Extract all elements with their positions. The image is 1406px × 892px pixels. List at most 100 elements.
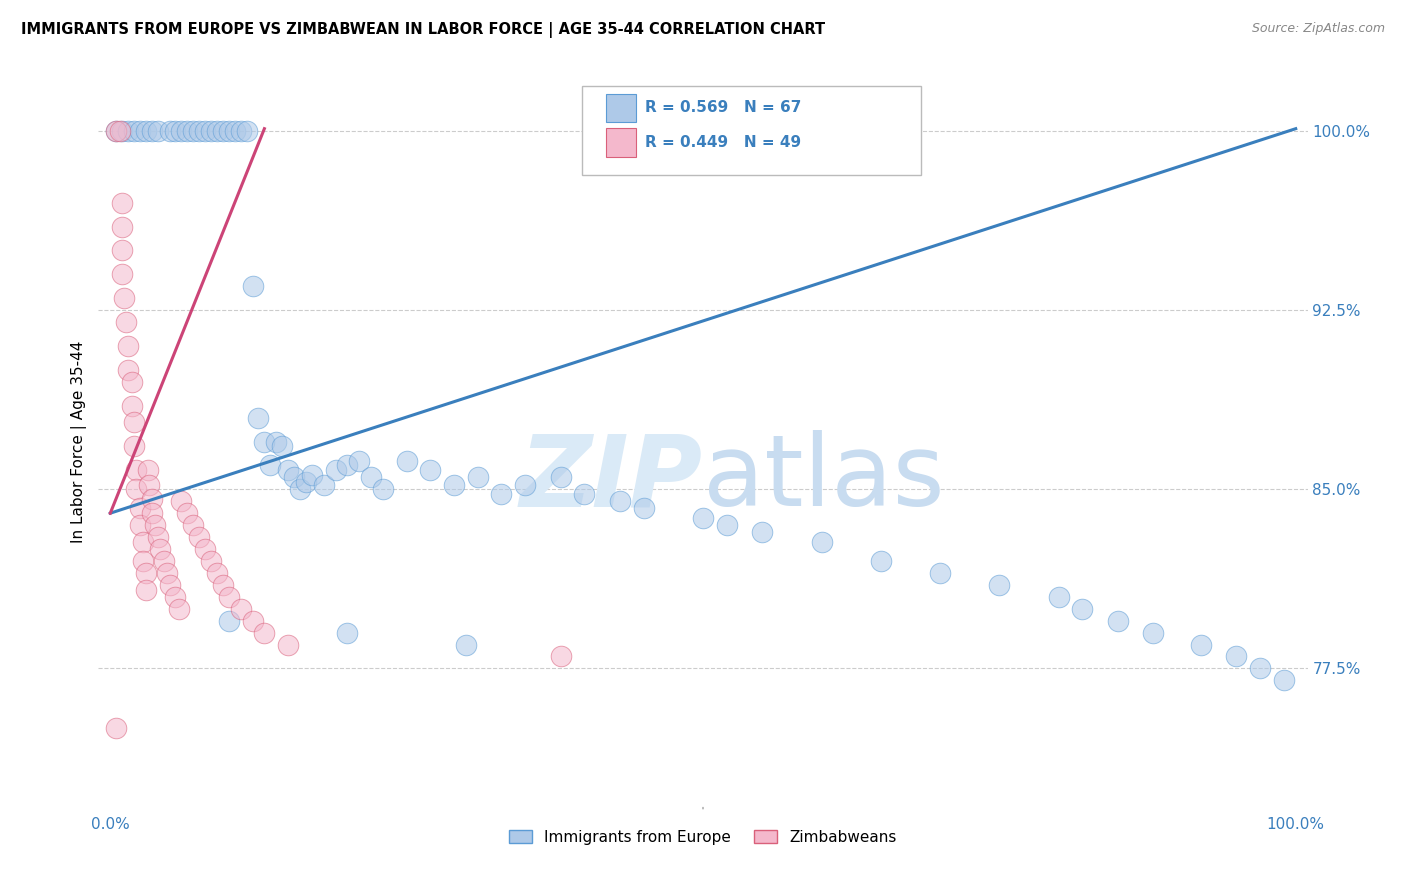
FancyBboxPatch shape <box>582 87 921 175</box>
Text: IMMIGRANTS FROM EUROPE VS ZIMBABWEAN IN LABOR FORCE | AGE 35-44 CORRELATION CHAR: IMMIGRANTS FROM EUROPE VS ZIMBABWEAN IN … <box>21 22 825 38</box>
Point <box>135 124 157 138</box>
Point <box>105 124 128 138</box>
Point <box>129 501 152 516</box>
Point <box>181 124 204 138</box>
Point <box>264 434 287 449</box>
Point <box>277 463 299 477</box>
Point <box>176 506 198 520</box>
Point <box>277 638 299 652</box>
Point <box>194 541 217 556</box>
Text: ZIP: ZIP <box>520 430 703 527</box>
Point <box>751 525 773 540</box>
Point <box>609 494 631 508</box>
Point <box>141 506 163 520</box>
Point <box>205 124 228 138</box>
Point <box>224 124 246 138</box>
Point <box>515 477 537 491</box>
Point <box>108 124 131 138</box>
Point <box>188 530 211 544</box>
Point <box>111 124 134 138</box>
Point <box>1071 601 1094 615</box>
Point <box>188 124 211 138</box>
Legend: Immigrants from Europe, Zimbabweans: Immigrants from Europe, Zimbabweans <box>509 830 897 845</box>
Point <box>283 470 305 484</box>
Point <box>301 467 323 482</box>
Point <box>141 124 163 138</box>
Point <box>143 518 166 533</box>
Point <box>121 399 143 413</box>
Point <box>360 470 382 484</box>
Point <box>336 625 359 640</box>
Point <box>138 477 160 491</box>
Text: R = 0.569   N = 67: R = 0.569 N = 67 <box>645 100 801 115</box>
Point <box>371 483 394 497</box>
Point <box>212 124 235 138</box>
Point <box>633 501 655 516</box>
Point <box>122 416 145 430</box>
Point <box>312 477 335 491</box>
Point <box>454 638 477 652</box>
Point <box>205 566 228 580</box>
Point <box>253 625 276 640</box>
Text: atlas: atlas <box>703 430 945 527</box>
Point <box>122 124 145 138</box>
Point <box>146 530 169 544</box>
Point <box>247 410 270 425</box>
Point <box>1272 673 1295 688</box>
Point <box>550 470 572 484</box>
Point <box>135 582 157 597</box>
Point <box>136 463 159 477</box>
Point <box>149 541 172 556</box>
Point <box>170 494 193 508</box>
Point <box>117 339 139 353</box>
Point <box>467 470 489 484</box>
Point <box>253 434 276 449</box>
Point <box>200 554 222 568</box>
Point <box>1142 625 1164 640</box>
Point <box>114 291 136 305</box>
Point <box>194 124 217 138</box>
Point <box>176 124 198 138</box>
Point <box>200 124 222 138</box>
Point <box>443 477 465 491</box>
Point <box>491 487 513 501</box>
Point <box>111 268 134 282</box>
Point <box>235 124 257 138</box>
Point <box>212 578 235 592</box>
Point <box>129 124 152 138</box>
Point <box>125 483 148 497</box>
Point <box>259 458 281 473</box>
Point <box>167 601 190 615</box>
Point <box>1107 614 1129 628</box>
Bar <box>606 128 637 156</box>
Point <box>692 511 714 525</box>
Bar <box>606 94 637 121</box>
Point <box>242 614 264 628</box>
Point <box>218 590 240 604</box>
Point <box>716 518 738 533</box>
Point <box>114 315 136 329</box>
Point <box>419 463 441 477</box>
Point <box>229 601 252 615</box>
Y-axis label: In Labor Force | Age 35-44: In Labor Force | Age 35-44 <box>72 341 87 542</box>
Point <box>336 458 359 473</box>
Point <box>152 554 174 568</box>
Point <box>165 590 187 604</box>
Point <box>325 463 347 477</box>
Point <box>105 124 128 138</box>
Point <box>165 124 187 138</box>
Point <box>869 554 891 568</box>
Point <box>550 649 572 664</box>
Point <box>271 439 294 453</box>
Point <box>170 124 193 138</box>
Point <box>159 578 181 592</box>
Point <box>117 124 139 138</box>
Point <box>295 475 318 490</box>
Point <box>129 518 152 533</box>
Point <box>395 453 418 467</box>
Point <box>111 244 134 258</box>
Point <box>125 463 148 477</box>
Point <box>117 363 139 377</box>
Point <box>181 518 204 533</box>
Point <box>146 124 169 138</box>
